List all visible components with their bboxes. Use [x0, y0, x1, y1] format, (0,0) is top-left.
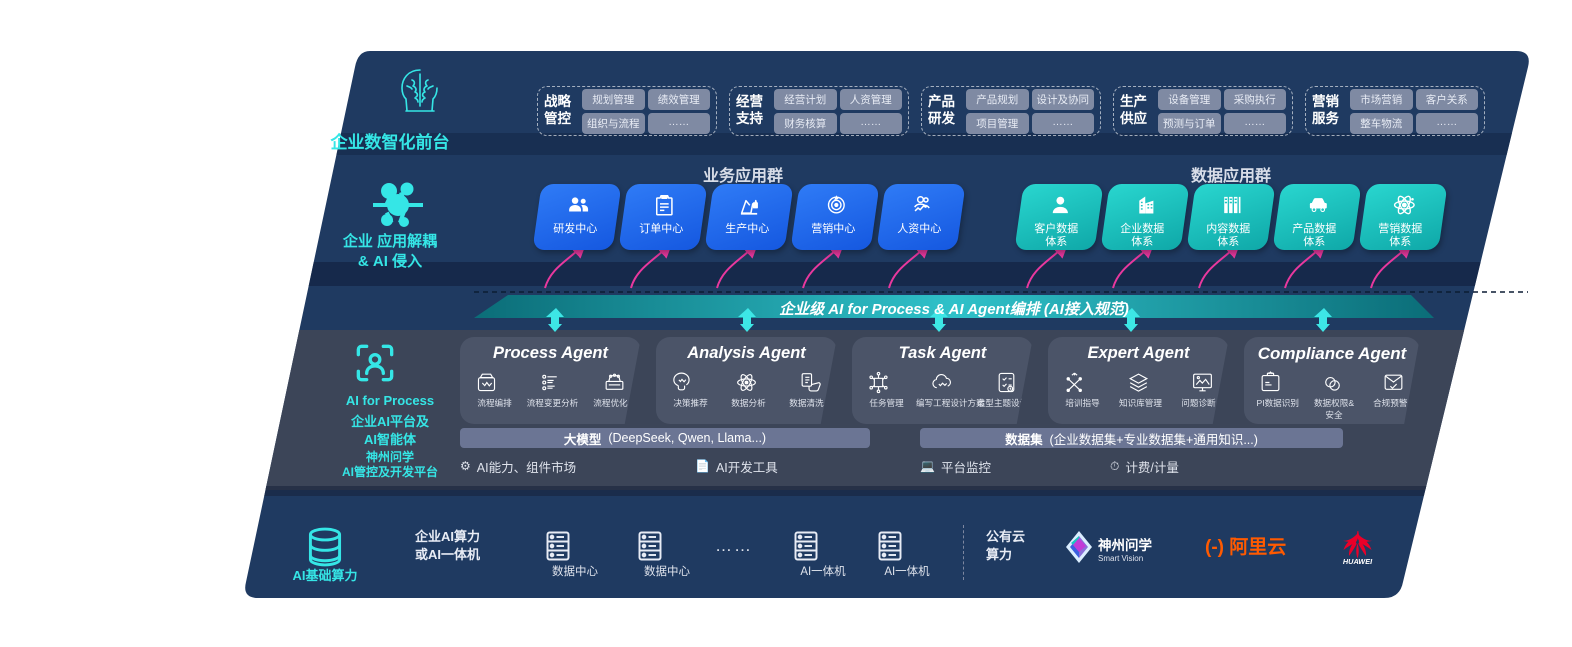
svg-text:神州问学: 神州问学: [1098, 537, 1152, 553]
svg-text:Smart Vision: Smart Vision: [1098, 554, 1143, 563]
svg-text:HUAWEI: HUAWEI: [1343, 557, 1373, 565]
svg-text:(-) 阿里云: (-) 阿里云: [1205, 536, 1286, 558]
